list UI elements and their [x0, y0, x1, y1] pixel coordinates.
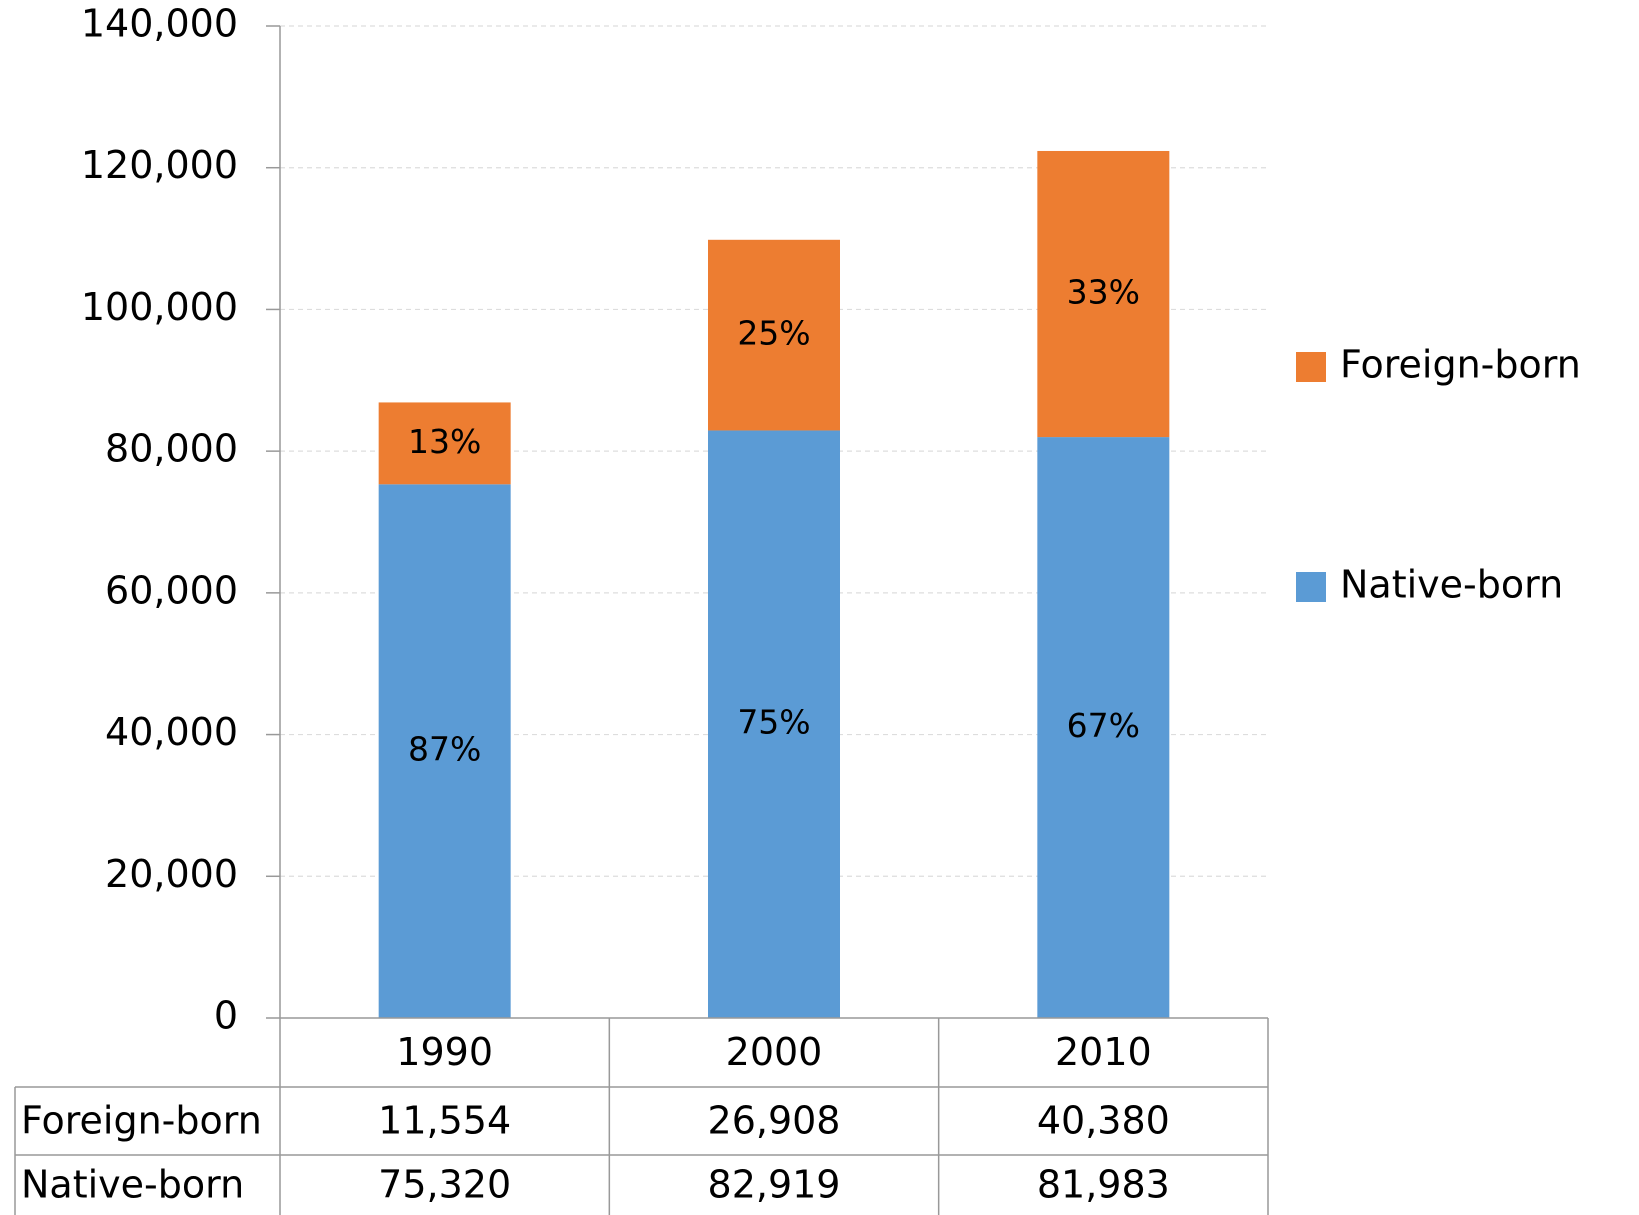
table-cell: 11,554 — [378, 1099, 511, 1143]
bar-segment — [708, 430, 840, 1018]
x-tick-label: 2010 — [1055, 1030, 1152, 1074]
y-tick-label: 100,000 — [81, 285, 238, 329]
share-label: 25% — [737, 314, 810, 353]
table-row-label: Native-born — [21, 1163, 244, 1207]
y-tick-label: 140,000 — [81, 2, 238, 46]
share-label: 67% — [1067, 706, 1140, 745]
bar-segment — [378, 402, 511, 485]
table-cell: 75,320 — [378, 1163, 511, 1207]
legend-swatch — [1296, 352, 1326, 382]
table-cell: 40,380 — [1037, 1099, 1170, 1143]
y-tick-label: 0 — [214, 994, 238, 1038]
bar-segment — [708, 239, 840, 431]
y-tick-label: 40,000 — [105, 710, 238, 754]
share-label: 87% — [408, 730, 481, 769]
share-label: 13% — [408, 422, 481, 461]
x-tick-label: 1990 — [396, 1030, 493, 1074]
x-tick-label: 2000 — [726, 1030, 823, 1074]
share-label: 75% — [737, 703, 810, 742]
y-tick-label: 60,000 — [105, 568, 238, 612]
table-row-label: Foreign-born — [21, 1099, 262, 1143]
table-cell: 81,983 — [1037, 1163, 1170, 1207]
share-label: 33% — [1067, 273, 1140, 312]
bar-segment — [1037, 150, 1170, 438]
y-tick-label: 120,000 — [81, 143, 238, 187]
bar-segment — [378, 484, 511, 1019]
table-cell: 26,908 — [708, 1099, 841, 1143]
legend-swatch — [1296, 572, 1326, 602]
legend-label: Foreign-born — [1340, 343, 1581, 387]
legend-label: Native-born — [1340, 563, 1563, 607]
bar-segment — [1037, 437, 1170, 1018]
y-tick-label: 20,000 — [105, 852, 238, 896]
y-tick-label: 80,000 — [105, 427, 238, 471]
table-cell: 82,919 — [708, 1163, 841, 1207]
